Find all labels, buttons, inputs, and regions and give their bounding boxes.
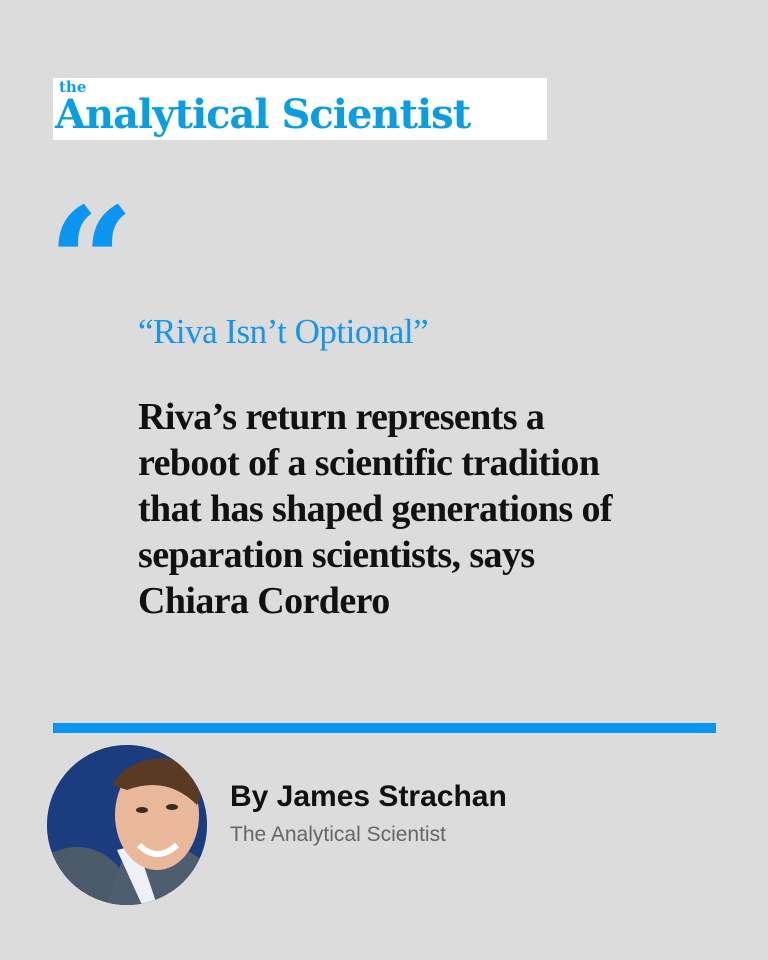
logo-title: Analytical Scientist bbox=[55, 91, 471, 138]
logo-the: the bbox=[59, 78, 87, 96]
avatar bbox=[47, 745, 207, 905]
quote-body: Riva’s return represents a reboot of a s… bbox=[138, 396, 613, 622]
quote-open-icon: “ bbox=[48, 175, 135, 351]
headline: “Riva Isn’t Optional” bbox=[138, 312, 429, 351]
author-photo bbox=[47, 745, 207, 905]
author-publication: The Analytical Scientist bbox=[230, 823, 446, 846]
publication-logo: the Analytical Scientist bbox=[53, 78, 547, 140]
author-byline: By James Strachan bbox=[230, 780, 507, 813]
divider bbox=[53, 723, 716, 733]
